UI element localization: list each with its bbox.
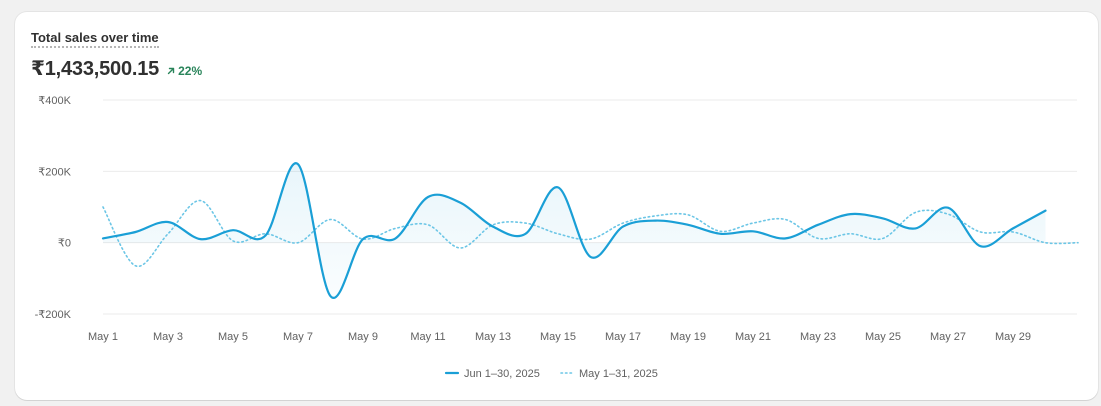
metric-row: ₹1,433,500.15 22% xyxy=(31,56,202,81)
x-tick-label: May 25 xyxy=(865,331,901,343)
series-line-current[interactable] xyxy=(101,162,1047,299)
series-area-current xyxy=(103,163,1046,298)
sales-line-chart: ₹400K ₹200K ₹0 -₹200K May 1 May 3 May 5 May 7 M… xyxy=(35,95,1079,380)
total-sales-value: ₹1,433,500.15 xyxy=(31,58,160,80)
legend-label-previous[interactable]: May 1–31, 2025 xyxy=(579,368,658,380)
x-tick-label: May 13 xyxy=(475,331,511,343)
y-tick-label: ₹400K xyxy=(38,95,71,107)
x-tick-label: May 3 xyxy=(153,331,183,343)
arrow-up-right-icon xyxy=(167,67,175,75)
x-tick-label: May 9 xyxy=(348,331,378,343)
x-tick-label: May 27 xyxy=(930,331,966,343)
series-line-previous[interactable] xyxy=(102,199,1079,267)
change-value: 22% xyxy=(178,64,203,78)
y-tick-label: -₹200K xyxy=(35,309,72,321)
x-tick-label: May 29 xyxy=(995,331,1031,343)
x-tick-label: May 1 xyxy=(88,331,118,343)
x-tick-label: May 11 xyxy=(410,331,445,343)
change-badge: 22% xyxy=(167,64,202,78)
y-tick-label: ₹0 xyxy=(58,238,71,250)
card-title[interactable]: Total sales over time xyxy=(31,30,159,48)
sales-card: Total sales over time ₹1,433,500.15 22% … xyxy=(15,12,1098,400)
y-tick-label: ₹200K xyxy=(38,166,71,178)
x-tick-label: May 21 xyxy=(735,331,771,343)
x-tick-label: May 19 xyxy=(670,331,706,343)
legend-label-current[interactable]: Jun 1–30, 2025 xyxy=(464,368,540,380)
x-tick-label: May 7 xyxy=(283,331,313,343)
x-tick-label: May 23 xyxy=(800,331,836,343)
x-tick-label: May 15 xyxy=(540,331,576,343)
x-tick-label: May 5 xyxy=(218,331,248,343)
x-tick-label: May 17 xyxy=(605,331,641,343)
